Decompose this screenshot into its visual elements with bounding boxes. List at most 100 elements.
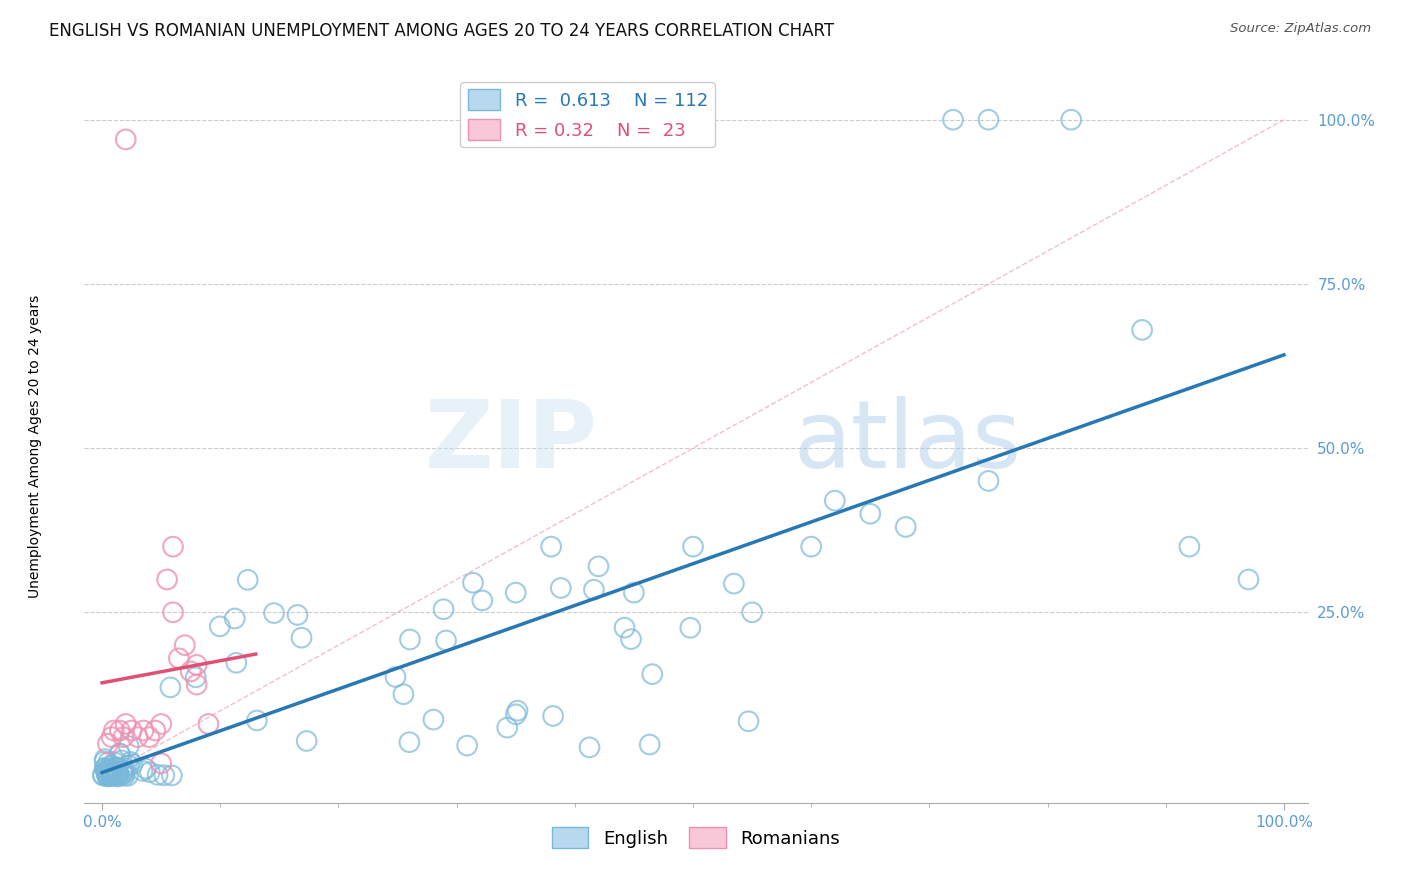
Point	[105, 761, 128, 775]
Point	[859, 507, 882, 521]
Point	[93, 755, 115, 769]
Point	[682, 540, 704, 554]
Point	[143, 723, 166, 738]
Point	[723, 576, 745, 591]
Point	[98, 769, 121, 783]
Point	[398, 735, 420, 749]
Point	[150, 717, 173, 731]
Point	[679, 621, 702, 635]
Point	[208, 619, 231, 633]
Point	[638, 738, 661, 752]
Point	[100, 762, 122, 776]
Point	[977, 112, 1000, 127]
Point	[146, 768, 169, 782]
Point	[741, 605, 763, 619]
Point	[541, 709, 564, 723]
Point	[118, 758, 141, 772]
Point	[156, 573, 179, 587]
Point	[101, 768, 124, 782]
Point	[101, 764, 124, 779]
Text: atlas: atlas	[794, 395, 1022, 488]
Point	[290, 631, 312, 645]
Point	[108, 747, 131, 761]
Text: ZIP: ZIP	[425, 395, 598, 488]
Point	[824, 493, 846, 508]
Text: ENGLISH VS ROMANIAN UNEMPLOYMENT AMONG AGES 20 TO 24 YEARS CORRELATION CHART: ENGLISH VS ROMANIAN UNEMPLOYMENT AMONG A…	[49, 22, 834, 40]
Point	[1237, 573, 1260, 587]
Point	[96, 764, 118, 779]
Point	[246, 714, 269, 728]
Point	[1060, 112, 1083, 127]
Point	[101, 768, 124, 782]
Point	[456, 739, 478, 753]
Point	[98, 769, 121, 783]
Point	[384, 670, 406, 684]
Point	[103, 723, 125, 738]
Point	[471, 593, 494, 607]
Point	[236, 573, 259, 587]
Point	[104, 765, 127, 780]
Point	[295, 734, 318, 748]
Point	[540, 540, 562, 554]
Point	[112, 730, 135, 744]
Point	[620, 632, 643, 647]
Point	[186, 657, 208, 672]
Point	[160, 768, 183, 782]
Point	[506, 704, 529, 718]
Point	[578, 740, 600, 755]
Point	[93, 762, 115, 776]
Point	[153, 768, 176, 782]
Point	[120, 755, 142, 769]
Point	[107, 767, 129, 781]
Point	[432, 602, 454, 616]
Point	[588, 559, 610, 574]
Point	[97, 756, 120, 770]
Point	[613, 621, 636, 635]
Point	[263, 606, 285, 620]
Point	[117, 769, 139, 783]
Point	[96, 768, 118, 782]
Point	[139, 765, 162, 780]
Point	[184, 670, 207, 684]
Point	[150, 756, 173, 771]
Point	[112, 764, 135, 778]
Point	[96, 764, 118, 778]
Text: Unemployment Among Ages 20 to 24 years: Unemployment Among Ages 20 to 24 years	[28, 294, 42, 598]
Point	[118, 739, 141, 754]
Point	[111, 753, 134, 767]
Point	[96, 769, 118, 783]
Point	[461, 575, 484, 590]
Point	[114, 132, 136, 146]
Point	[97, 737, 120, 751]
Point	[1130, 323, 1153, 337]
Point	[112, 761, 135, 775]
Point	[114, 717, 136, 731]
Point	[737, 714, 759, 729]
Point	[100, 759, 122, 773]
Point	[112, 766, 135, 780]
Point	[107, 760, 129, 774]
Point	[135, 762, 157, 776]
Point	[582, 582, 605, 597]
Point	[94, 761, 117, 775]
Point	[96, 763, 118, 777]
Point	[132, 723, 155, 738]
Point	[186, 677, 208, 691]
Point	[105, 767, 128, 781]
Point	[127, 730, 149, 744]
Point	[100, 730, 122, 744]
Point	[505, 585, 527, 599]
Point	[104, 765, 127, 780]
Point	[107, 769, 129, 783]
Point	[197, 717, 219, 731]
Point	[180, 665, 202, 679]
Point	[422, 713, 444, 727]
Point	[107, 769, 129, 783]
Point	[173, 638, 195, 652]
Point	[1178, 540, 1201, 554]
Point	[104, 756, 127, 770]
Point	[894, 520, 917, 534]
Point	[101, 766, 124, 780]
Point	[97, 766, 120, 780]
Point	[167, 651, 190, 665]
